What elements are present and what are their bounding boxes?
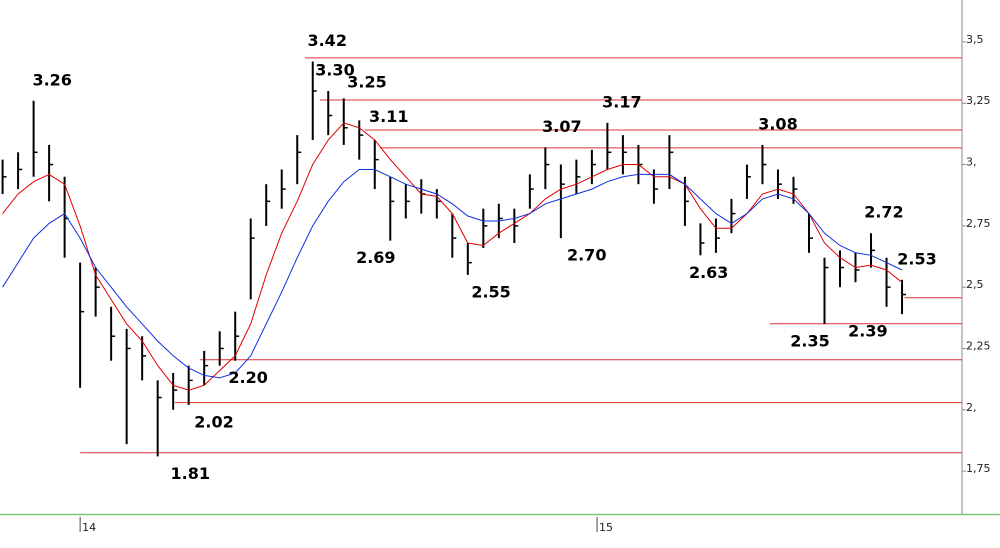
- annotation: 3.26: [32, 70, 71, 89]
- annotation: 2.70: [567, 246, 606, 265]
- y-tick-label: 3,: [966, 156, 977, 169]
- annotation: 3.42: [307, 31, 346, 50]
- moving-average: [2, 169, 903, 379]
- annotation: 2.72: [864, 203, 903, 222]
- y-tick-label: 2,25: [966, 339, 991, 352]
- moving-average: [2, 122, 903, 391]
- y-tick-label: 3,5: [966, 33, 984, 46]
- annotation: 2.02: [194, 412, 233, 431]
- y-tick-label: 3,25: [966, 94, 991, 107]
- annotation: 2.69: [356, 248, 395, 267]
- x-tick-label: 15: [599, 521, 613, 534]
- annotation: 2.53: [897, 249, 936, 268]
- annotation: 3.11: [369, 107, 408, 126]
- annotation: 2.63: [689, 263, 728, 282]
- annotation: 3.07: [542, 117, 581, 136]
- annotation: 3.08: [758, 114, 797, 133]
- y-tick-label: 1,75: [966, 462, 991, 475]
- y-tick-label: 2,5: [966, 278, 984, 291]
- annotation: 2.20: [228, 368, 267, 387]
- x-tick-label: 14: [82, 521, 96, 534]
- annotation: 2.35: [790, 331, 829, 350]
- annotation: 2.39: [848, 322, 887, 341]
- annotation: 1.81: [170, 464, 209, 483]
- annotation: 3.17: [602, 92, 641, 111]
- y-tick-label: 2,: [966, 401, 977, 414]
- annotation: 2.55: [471, 282, 510, 301]
- y-tick-label: 2,75: [966, 217, 991, 230]
- annotation: 3.30: [315, 60, 354, 79]
- annotation: 3.25: [347, 73, 386, 92]
